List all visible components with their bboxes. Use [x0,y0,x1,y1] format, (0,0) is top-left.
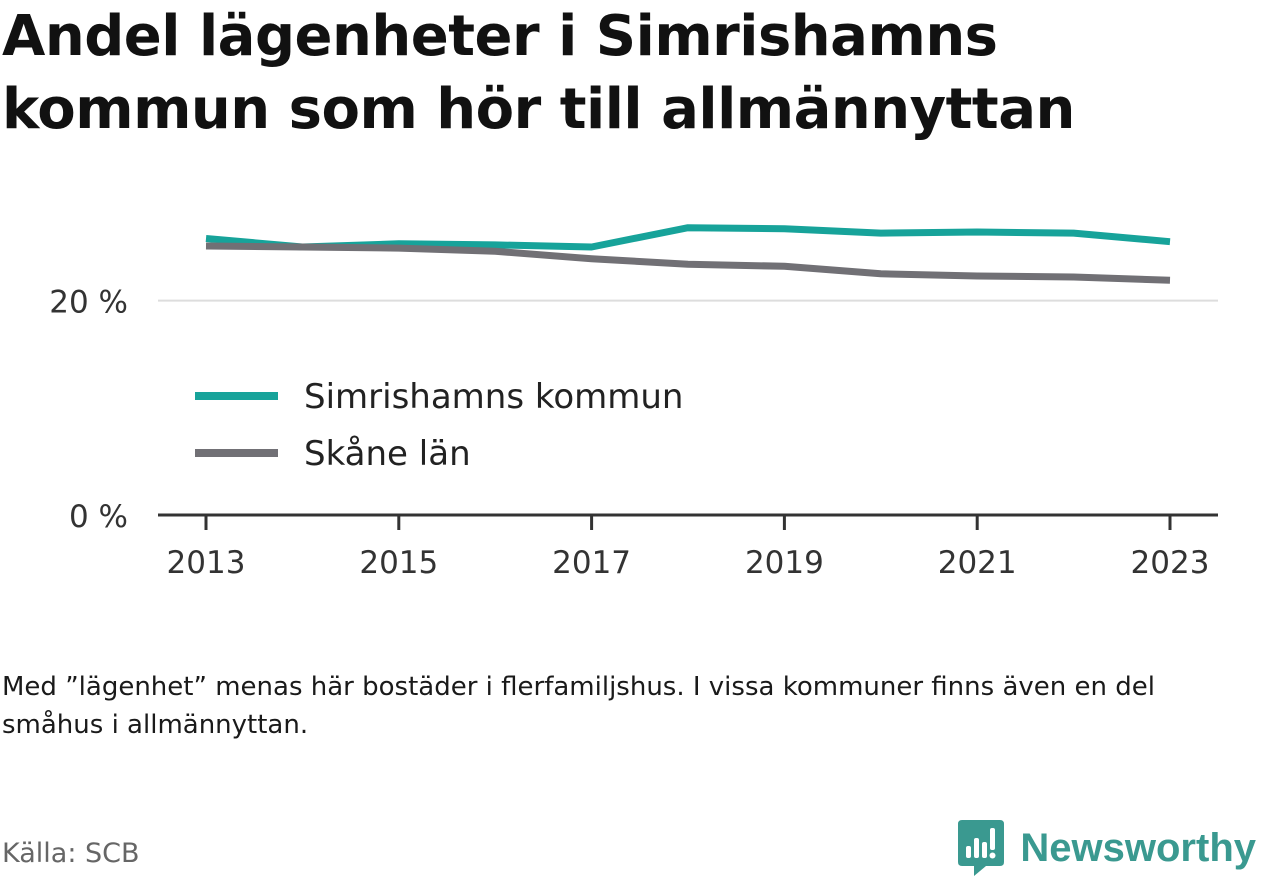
chart-title: Andel lägenheter i Simrishamns kommun so… [2,4,1075,142]
x-axis: 2013 2015 2017 2019 2021 2023 [158,513,1218,581]
x-tick-label: 2015 [359,545,438,581]
y-tick-label: 0 % [69,499,128,535]
chart-note: Med ”lägenhet” menas här bostäder i fler… [2,672,1155,740]
x-tick-label: 2017 [552,545,631,581]
x-tick-label: 2019 [745,545,824,581]
y-axis: 0 % 20 % [49,285,128,535]
newsworthy-logo-icon [958,820,1005,876]
legend-label-1: Skåne län [304,434,471,474]
x-tick-label: 2023 [1131,545,1210,581]
x-tick-label: 2013 [167,545,246,581]
y-tick-label: 20 % [49,285,128,321]
legend-label-0: Simrishamns kommun [304,377,683,417]
series-line-1 [205,242,1171,284]
line-chart: 0 % 20 % 2013 2015 2017 2019 2021 2023 Simrish… [49,224,1218,581]
brand-logo: Newsworthy [956,818,1256,878]
legend: Simrishamns kommun Skåne län [195,377,683,474]
source-label: Källa: SCB [2,838,140,869]
series-lines [205,224,1171,284]
x-tick-label: 2021 [938,545,1017,581]
brand-name: Newsworthy [1020,825,1256,870]
